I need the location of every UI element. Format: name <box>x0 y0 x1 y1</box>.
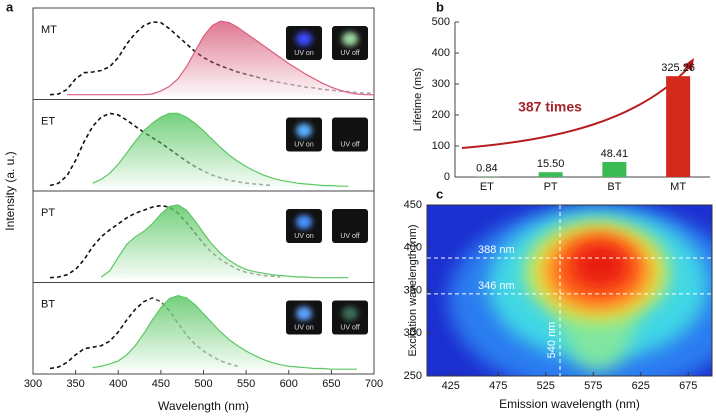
x-tick-label: 300 <box>24 378 42 390</box>
y-tick-label: 400 <box>404 242 422 254</box>
y-tick-label: 100 <box>432 140 450 152</box>
panel-name: MT <box>41 24 57 36</box>
y-tick-label: 450 <box>404 199 422 211</box>
x-tick-label: PT <box>544 181 558 193</box>
badge-text: UV off <box>340 233 359 240</box>
badge-glow <box>296 123 312 138</box>
y-axis-title: Excitation wavelength (nm) <box>407 224 419 356</box>
arrow-head <box>683 58 694 71</box>
emission-line <box>100 204 349 279</box>
excitation-line <box>49 204 281 279</box>
emission-area <box>92 295 357 370</box>
x-tick-label: 650 <box>322 378 340 390</box>
y-tick-label: 300 <box>404 327 422 339</box>
x-tick-label: 575 <box>584 380 602 392</box>
y-axis-title: Lifetime (ms) <box>412 68 424 132</box>
emission-line <box>92 112 349 187</box>
badge-text: UV on <box>294 324 314 331</box>
panel-name: ET <box>41 115 55 127</box>
x-tick-label: 400 <box>109 378 127 390</box>
x-tick-label: 475 <box>489 380 507 392</box>
x-tick-label: MT <box>670 181 686 193</box>
x-axis-title: Emission wavelength (nm) <box>499 397 640 411</box>
badge-text: UV off <box>340 50 359 57</box>
bar <box>666 76 691 177</box>
guide-label: 540 nm <box>546 322 558 359</box>
y-tick-label: 200 <box>432 109 450 121</box>
y-tick-label: 300 <box>432 78 450 90</box>
x-axis-title: Wavelength (nm) <box>158 399 249 413</box>
x-tick-label: 625 <box>632 380 650 392</box>
x-tick-label: ET <box>480 181 494 193</box>
badge <box>332 117 368 152</box>
badge-text: UV on <box>294 141 314 148</box>
emission-line <box>92 294 357 370</box>
badge-text: UV on <box>294 233 314 240</box>
value-label: 0.84 <box>476 163 497 175</box>
heatmap-blob <box>572 243 628 287</box>
panel-label: c <box>436 186 443 201</box>
y-tick-label: 500 <box>432 16 450 28</box>
badge-text: UV off <box>340 141 359 148</box>
x-tick-label: 425 <box>442 380 460 392</box>
x-tick-label: 450 <box>152 378 170 390</box>
x-tick-label: 550 <box>237 378 255 390</box>
value-label: 325.26 <box>661 62 695 74</box>
panel-label: b <box>436 0 444 14</box>
emission-area <box>101 204 349 279</box>
x-tick-label: 700 <box>365 378 383 390</box>
emission-area <box>92 113 349 187</box>
y-tick-label: 0 <box>444 171 450 183</box>
emission-area <box>67 21 374 96</box>
panel-name: PT <box>41 207 55 219</box>
x-tick-label: 350 <box>66 378 84 390</box>
bar <box>538 172 563 177</box>
value-label: 48.41 <box>601 148 629 160</box>
value-label: 15.50 <box>537 158 565 170</box>
x-tick-label: 600 <box>280 378 298 390</box>
x-tick-label: 500 <box>194 378 212 390</box>
y-tick-label: 250 <box>404 370 422 382</box>
y-tick-label: 350 <box>404 284 422 296</box>
y-axis-title: Intensity (a. u.) <box>3 151 17 230</box>
badge <box>332 209 368 243</box>
emission-line <box>67 20 374 96</box>
x-tick-label: BT <box>607 181 621 193</box>
x-tick-label: 525 <box>537 380 555 392</box>
badge-glow <box>342 32 358 46</box>
badge-text: UV on <box>294 50 314 57</box>
panel-name: BT <box>41 298 55 310</box>
badge-glow <box>296 306 312 321</box>
guide-label: 388 nm <box>478 244 515 256</box>
annotation: 387 times <box>518 99 582 115</box>
x-tick-label: 675 <box>679 380 697 392</box>
badge-text: UV off <box>340 324 359 331</box>
badge-glow <box>296 215 312 229</box>
guide-label: 346 nm <box>478 280 515 292</box>
badge-glow <box>342 306 358 321</box>
badge-glow <box>296 32 312 46</box>
excitation-line <box>49 297 238 370</box>
bar <box>602 161 627 177</box>
y-tick-label: 400 <box>432 47 450 59</box>
panel-label: a <box>6 0 14 14</box>
heatmap-image <box>427 205 712 376</box>
